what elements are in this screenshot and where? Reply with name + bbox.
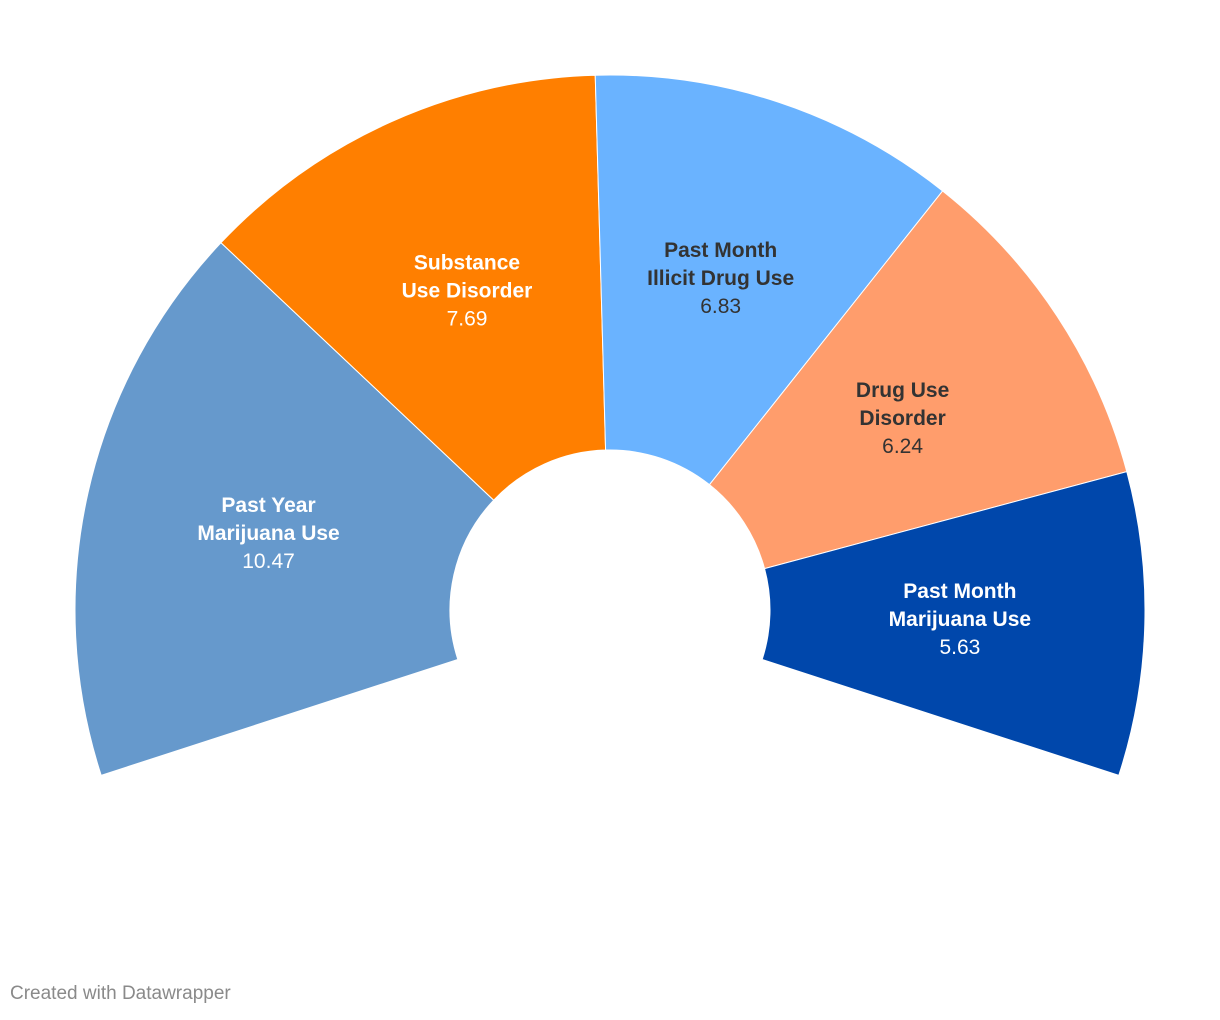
slice-name-line: Use Disorder	[402, 280, 533, 303]
slice-label-4: Past Month Marijuana Use 5.63	[889, 580, 1031, 659]
slice-value: 5.63	[939, 636, 980, 659]
slice-name-line: Marijuana Use	[889, 608, 1031, 631]
slice-label-2: Past Month Illicit Drug Use 6.83	[647, 239, 794, 318]
slices-group	[74, 74, 1146, 776]
slice-name-line: Past Month	[664, 239, 777, 262]
slice-name-line: Drug Use	[856, 379, 949, 402]
slice-name-line: Substance	[414, 252, 520, 275]
slice-label-0: Past Year Marijuana Use 10.47	[197, 494, 339, 573]
slice-2	[594, 74, 944, 486]
slice-name-line: Disorder	[859, 407, 945, 430]
slice-1	[220, 74, 607, 501]
slice-value: 6.83	[700, 295, 741, 318]
labels-group: Past Year Marijuana Use 10.47 Substance Use …	[197, 239, 1031, 659]
slice-label-1: Substance Use Disorder 7.69	[402, 252, 533, 331]
slice-name-line: Past Month	[903, 580, 1016, 603]
slice-4	[761, 470, 1146, 776]
slice-0	[74, 242, 495, 776]
slice-name-line: Marijuana Use	[197, 522, 339, 545]
slice-label-3: Drug Use Disorder 6.24	[856, 379, 949, 458]
slice-name-line: Past Year	[221, 494, 315, 517]
slice-3	[708, 190, 1128, 570]
slice-value: 7.69	[447, 308, 488, 331]
slice-value: 6.24	[882, 435, 923, 458]
credit-text: Created with Datawrapper	[10, 983, 231, 1004]
semi-donut-chart: Past Year Marijuana Use 10.47 Substance Use …	[74, 74, 1146, 776]
slice-name-line: Illicit Drug Use	[647, 267, 794, 290]
slice-value: 10.47	[242, 550, 295, 573]
